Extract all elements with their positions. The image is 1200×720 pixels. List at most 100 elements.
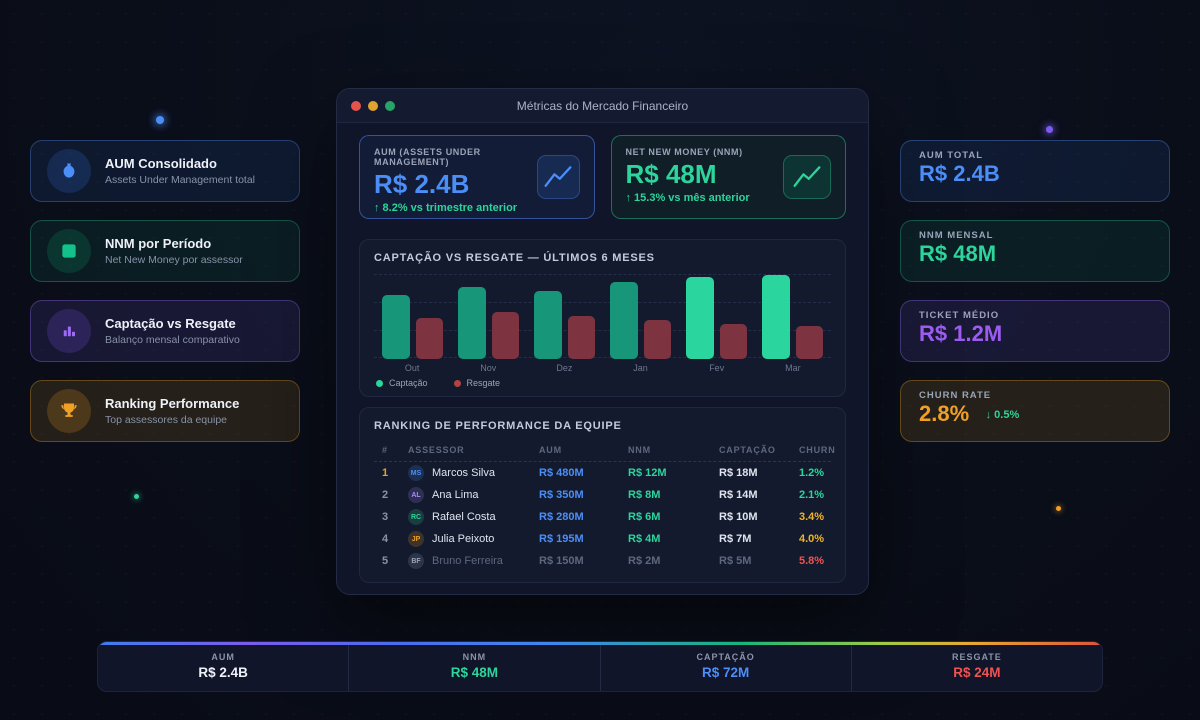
month-label: Mar xyxy=(785,363,801,373)
assessor-cell: AL Ana Lima xyxy=(408,487,539,503)
captacao-cell: R$ 7M xyxy=(719,533,752,545)
footer-stat: AUM R$ 2.4B xyxy=(98,645,348,691)
table-row[interactable]: 2 AL Ana Lima R$ 350M R$ 8M R$ 14M 2.1% xyxy=(374,484,831,506)
table-row[interactable]: 3 RC Rafael Costa R$ 280M R$ 6M R$ 10M 3.4% xyxy=(374,506,831,528)
assessor-name: Julia Peixoto xyxy=(432,533,495,545)
footer-stat-label: CAPTAÇÃO xyxy=(696,652,755,662)
column-header-nnm: NNM xyxy=(628,444,651,455)
footer-stat-label: AUM xyxy=(211,652,235,662)
footer-stat-value: R$ 2.4B xyxy=(198,665,248,680)
column-header-captacao: CAPTAÇÃO xyxy=(719,444,776,455)
rank-cell: 3 xyxy=(382,511,389,523)
captacao-cell: R$ 14M xyxy=(719,489,758,501)
assessor-name: Bruno Ferreira xyxy=(432,555,503,567)
aum-cell: R$ 150M xyxy=(539,555,584,567)
resgate-bar xyxy=(644,320,672,359)
footer-gradient-bar xyxy=(98,642,1102,645)
decor-dot-green xyxy=(134,494,139,499)
month-label: Nov xyxy=(480,363,497,373)
legend-label: Captação xyxy=(389,378,428,388)
close-window-button[interactable] xyxy=(351,100,361,111)
gridline xyxy=(374,357,831,359)
metric-value: R$ 2.4B xyxy=(374,169,470,199)
footer-stat: NNM R$ 48M xyxy=(348,645,599,691)
aum-cell: R$ 280M xyxy=(539,511,584,523)
gridline xyxy=(374,302,831,304)
money-bag-icon xyxy=(47,149,91,193)
gridline xyxy=(374,330,831,332)
stat-value: R$ 48M xyxy=(919,241,997,266)
footer-stat-label: NNM xyxy=(462,652,487,662)
resgate-bar xyxy=(491,312,519,359)
bar-labels: Out Nov Dez Jan Fev Mar xyxy=(374,363,831,373)
nnm-cell: R$ 12M xyxy=(628,467,667,479)
decor-dot-amber xyxy=(1056,506,1061,511)
metric-value: R$ 48M xyxy=(625,159,717,189)
chart-title: CAPTAÇÃO VS RESGATE — ÚLTIMOS 6 MESES xyxy=(374,252,655,264)
aum-cell: R$ 480M xyxy=(539,467,584,479)
metrics-window: Métricas do Mercado Financeiro AUM (ASSE… xyxy=(336,88,869,595)
column-header-assessor: ASSESSOR xyxy=(408,444,465,455)
bar-group xyxy=(381,295,443,359)
minimize-window-button[interactable] xyxy=(368,100,378,111)
churn-cell: 4.0% xyxy=(799,533,825,545)
resgate-bar xyxy=(567,316,595,359)
legend-item-resgate: Resgate xyxy=(453,378,501,388)
sparkline-up-icon xyxy=(536,155,580,199)
table-row[interactable]: 5 BF Bruno Ferreira R$ 150M R$ 2M R$ 5M 5.8% xyxy=(374,550,831,572)
nnm-cell: R$ 6M xyxy=(628,511,661,523)
sidebar-item-aum-consolidado[interactable]: AUM Consolidado Assets Under Management … xyxy=(30,140,300,202)
captacao-bar xyxy=(457,287,486,359)
captacao-bar xyxy=(686,277,715,359)
stat-label: NNM MENSAL xyxy=(919,230,994,241)
month-label: Dez xyxy=(556,363,573,373)
legend-dot-captacao xyxy=(376,379,383,387)
sidebar-item-title: NNM por Período xyxy=(105,236,212,251)
avatar: JP xyxy=(408,531,424,547)
footer-stat-value: R$ 48M xyxy=(450,665,499,680)
bar-chart-icon xyxy=(47,309,91,353)
avatar: BF xyxy=(408,553,424,569)
churn-cell: 1.2% xyxy=(799,467,825,479)
table-row[interactable]: 4 JP Julia Peixoto R$ 195M R$ 4M R$ 7M 4.0% xyxy=(374,528,831,550)
churn-cell: 5.8% xyxy=(799,555,825,567)
footer-stat: CAPTAÇÃO R$ 72M xyxy=(599,645,851,691)
captacao-cell: R$ 10M xyxy=(719,511,758,523)
captacao-resgate-chart-card: CAPTAÇÃO VS RESGATE — ÚLTIMOS 6 MESES Ou… xyxy=(359,239,846,397)
assessor-name: Ana Lima xyxy=(432,489,479,501)
captacao-bar xyxy=(762,275,791,359)
legend-label: Resgate xyxy=(466,378,501,388)
sidebar-item-ranking-performance[interactable]: Ranking Performance Top assessores da eq… xyxy=(30,380,300,442)
table-header-row: # ASSESSOR AUM NNM CAPTAÇÃO CHURN xyxy=(374,438,835,462)
nnm-metric-card: NET NEW MONEY (NNM) R$ 48M ↑ 15.3% vs mê… xyxy=(610,135,846,219)
trophy-icon xyxy=(47,389,91,433)
aum-total-card: AUM TOTAL R$ 2.4B xyxy=(900,140,1170,202)
rank-cell: 1 xyxy=(382,467,389,479)
legend-dot-resgate xyxy=(453,379,461,387)
assessor-name: Marcos Silva xyxy=(432,467,495,479)
sidebar-item-subtitle: Balanço mensal comparativo xyxy=(105,334,240,346)
table-row[interactable]: 1 MS Marcos Silva R$ 480M R$ 12M R$ 18M 1.2% xyxy=(374,462,831,484)
square-icon xyxy=(47,229,91,273)
stat-value: 2.8% xyxy=(919,401,970,426)
gridline xyxy=(374,274,831,275)
stat-label: AUM TOTAL xyxy=(919,150,984,161)
sidebar-item-nnm-periodo[interactable]: NNM por Período Net New Money por assess… xyxy=(30,220,300,282)
month-label: Fev xyxy=(709,363,725,373)
metric-label: AUM (ASSETS UNDER MANAGEMENT) xyxy=(374,147,481,167)
month-label: Out xyxy=(404,363,420,373)
stat-value: R$ 2.4B xyxy=(919,161,1000,186)
metric-delta: ↑ 15.3% vs mês anterior xyxy=(625,192,750,204)
sidebar-item-captacao-vs-resgate[interactable]: Captação vs Resgate Balanço mensal compa… xyxy=(30,300,300,362)
stat-value: R$ 1.2M xyxy=(919,321,1003,346)
ticket-medio-card: TICKET MÉDIO R$ 1.2M xyxy=(900,300,1170,362)
assessor-cell: BF Bruno Ferreira xyxy=(408,553,539,569)
maximize-window-button[interactable] xyxy=(385,100,395,111)
assessor-cell: MS Marcos Silva xyxy=(408,465,539,481)
metric-label: NET NEW MONEY (NNM) xyxy=(625,147,743,157)
footer-stat-value: R$ 24M xyxy=(953,665,1001,680)
rank-cell: 5 xyxy=(382,555,389,567)
avatar: AL xyxy=(408,487,424,503)
assessor-cell: JP Julia Peixoto xyxy=(408,531,539,547)
bar-group xyxy=(762,275,824,359)
